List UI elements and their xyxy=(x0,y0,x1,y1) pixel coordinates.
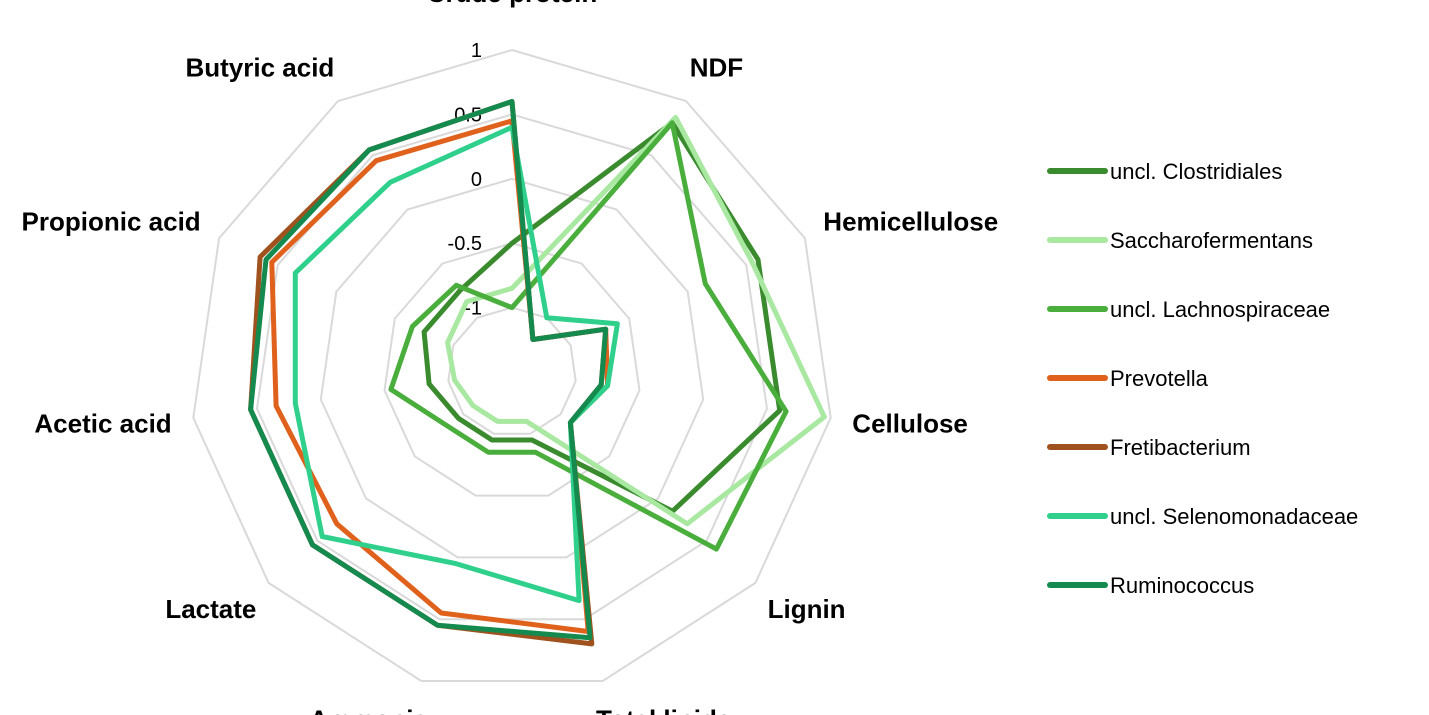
legend: uncl. Clostridiales Saccharofermentans unc… xyxy=(1047,159,1358,598)
series-line xyxy=(445,114,827,527)
tick-label: -0.5 xyxy=(448,233,482,255)
axis-label: Cellulose xyxy=(852,409,968,439)
legend-label: Saccharofermentans xyxy=(1110,228,1313,253)
radar-grid xyxy=(192,48,832,682)
tick-label: 1 xyxy=(471,40,482,62)
axis-label: Lactate xyxy=(165,594,256,624)
axis-labels: Crude protein NDF Hemicellulose Cellulose Li… xyxy=(22,0,999,715)
grid-ring xyxy=(319,177,705,559)
legend-label: Fretibacterium xyxy=(1110,435,1251,460)
grid-ring xyxy=(192,48,832,682)
tick-label: 0 xyxy=(471,169,482,191)
grid-ring xyxy=(383,242,641,497)
legend-label: uncl. Lachnospiraceae xyxy=(1110,297,1330,322)
series-line xyxy=(421,120,783,514)
axis-label: Crude protein xyxy=(427,0,597,8)
axis-label: Hemicellulose xyxy=(823,207,998,237)
legend-label: uncl. Clostridiales xyxy=(1110,159,1282,184)
legend-label: Ruminococcus xyxy=(1110,573,1254,598)
series-line xyxy=(388,120,789,552)
data-series xyxy=(248,99,827,647)
axis-label: Ammonia xyxy=(310,704,429,715)
axis-label: Total lipids xyxy=(596,704,731,715)
axis-label: Butyric acid xyxy=(185,53,334,83)
series-line xyxy=(248,99,609,641)
axis-label: Propionic acid xyxy=(22,207,201,237)
axis-label: NDF xyxy=(690,53,743,83)
series-line xyxy=(292,124,620,604)
axis-label: Acetic acid xyxy=(34,409,171,439)
legend-label: Prevotella xyxy=(1110,366,1209,391)
legend-label: uncl. Selenomonadaceae xyxy=(1110,504,1358,529)
axis-label: Lignin xyxy=(768,594,846,624)
grid-ring xyxy=(255,113,769,621)
grid-ring xyxy=(447,306,577,435)
